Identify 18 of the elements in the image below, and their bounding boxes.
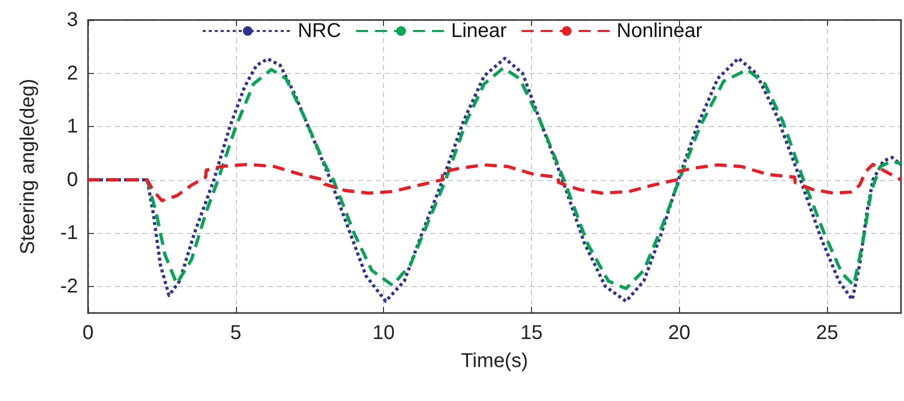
y-axis-title: Steering angle(deg)	[17, 78, 39, 254]
x-tick-label: 10	[372, 322, 395, 344]
y-tick-label: 0	[66, 168, 78, 191]
y-tick-label: -1	[60, 222, 78, 244]
x-tick-label: 25	[816, 322, 838, 344]
y-tick-label: 1	[66, 116, 78, 138]
y-tick-label: 2	[66, 62, 78, 84]
legend-label: Nonlinear	[616, 20, 703, 42]
x-axis-title: Time(s)	[460, 350, 528, 372]
y-tick-label: 3	[66, 9, 78, 31]
line-series	[86, 162, 903, 202]
x-tick-label: 15	[520, 322, 543, 344]
y-tick-label: -2	[60, 275, 78, 298]
x-tick-label: 0	[82, 322, 94, 344]
legend-label: NRC	[298, 20, 342, 42]
x-tick-label: 5	[230, 322, 242, 344]
legend-label: Linear	[451, 20, 507, 42]
x-tick-label: 20	[668, 322, 690, 344]
